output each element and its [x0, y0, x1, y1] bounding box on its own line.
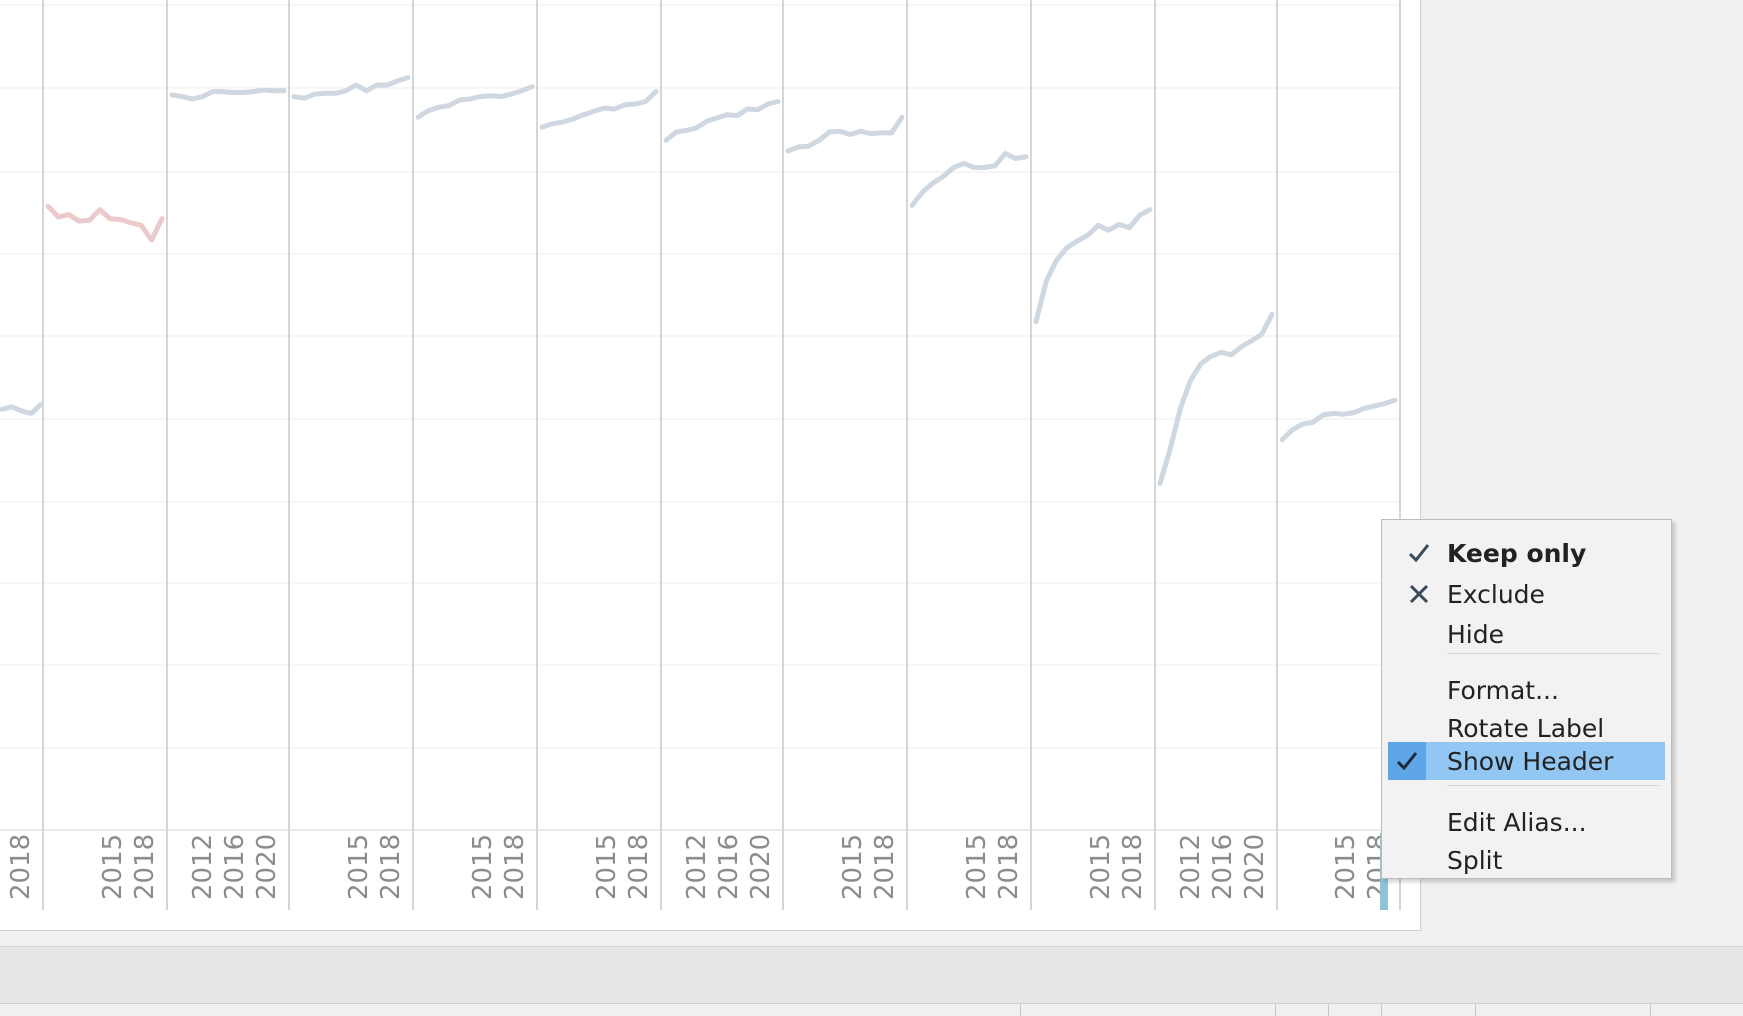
menu-item-keep-only[interactable]: Keep only	[1388, 534, 1665, 572]
menu-item-hide[interactable]: Hide	[1388, 615, 1665, 653]
x-tick-label: 2015	[468, 834, 498, 900]
x-tick-label: 2018	[130, 834, 160, 900]
x-tick-label: 2016	[220, 834, 250, 900]
x-tick-label: 2015	[592, 834, 622, 900]
sheet-tabs-bar[interactable]	[0, 946, 1743, 1004]
series-line	[169, 87, 287, 102]
menu-item-exclude[interactable]: Exclude	[1388, 575, 1665, 613]
x-tick-label: 2015	[838, 834, 868, 900]
menu-item-label: Edit Alias...	[1447, 808, 1587, 837]
menu-item-edit-alias[interactable]: Edit Alias...	[1388, 803, 1665, 841]
x-tick-label: 2020	[252, 834, 282, 900]
menu-separator	[1447, 785, 1659, 786]
x-tick-label: 2018	[376, 834, 406, 900]
context-menu: Keep only Exclude Hide Format... Rotate …	[1381, 519, 1672, 879]
menu-item-split[interactable]: Split	[1388, 841, 1665, 879]
x-tick-label: 2015	[1331, 834, 1361, 900]
menu-item-label: Format...	[1447, 676, 1559, 705]
check-highlight	[1388, 742, 1426, 780]
series-line	[415, 84, 535, 120]
menu-item-label: Hide	[1447, 620, 1504, 649]
x-tick-label: 2018	[994, 834, 1024, 900]
series-line	[1279, 397, 1398, 443]
x-tick-label: 2020	[1240, 834, 1270, 900]
x-icon	[1409, 584, 1429, 604]
x-tick-label: 2016	[1208, 834, 1238, 900]
x-tick-label: 2012	[682, 834, 712, 900]
chart-view[interactable]: 2018 2015 2018 2012 2016 2020 2015 2018 2015 2018…	[0, 0, 1421, 931]
check-icon	[1408, 544, 1430, 563]
x-tick-label: 2018	[624, 834, 654, 900]
status-segment	[1328, 1004, 1329, 1016]
series-line	[291, 75, 411, 101]
x-tick-label: 2020	[746, 834, 776, 900]
menu-item-label: Show Header	[1447, 747, 1614, 776]
menu-item-label: Keep only	[1447, 539, 1587, 568]
status-segment	[1381, 1004, 1382, 1016]
status-segment	[1020, 1004, 1021, 1016]
menu-item-show-header[interactable]: Show Header	[1388, 742, 1665, 780]
menu-item-label: Split	[1447, 846, 1503, 875]
status-bar	[0, 1003, 1743, 1016]
x-tick-label: 2016	[714, 834, 744, 900]
menu-separator	[1447, 653, 1659, 654]
check-icon	[1396, 752, 1418, 771]
series-line	[785, 114, 905, 154]
status-segment	[1475, 1004, 1476, 1016]
small-multiples-chart[interactable]: 2018 2015 2018 2012 2016 2020 2015 2018 2015 2018…	[0, 0, 1420, 930]
x-tick-label: 2015	[344, 834, 374, 900]
menu-item-label: Rotate Label	[1447, 714, 1605, 743]
series-line	[539, 89, 659, 130]
x-tick-label: 2015	[98, 834, 128, 900]
menu-item-format[interactable]: Format...	[1388, 671, 1665, 709]
x-tick-label: 2018	[6, 834, 36, 900]
menu-item-label: Exclude	[1447, 580, 1545, 609]
menu-item-rotate-label[interactable]: Rotate Label	[1388, 709, 1665, 747]
x-tick-label: 2015	[1086, 834, 1116, 900]
series-line	[45, 203, 165, 243]
series-line	[1033, 207, 1153, 325]
x-tick-label: 2018	[500, 834, 530, 900]
series-line	[663, 99, 781, 143]
x-tick-label: 2018	[870, 834, 900, 900]
status-segment	[1650, 1004, 1651, 1016]
series-line	[0, 401, 44, 416]
x-tick-label: 2015	[962, 834, 992, 900]
series-line	[909, 151, 1029, 208]
series-line	[1157, 311, 1275, 486]
x-tick-label: 2018	[1118, 834, 1148, 900]
x-tick-label: 2012	[1176, 834, 1206, 900]
x-tick-label: 2012	[188, 834, 218, 900]
status-segment	[1275, 1004, 1276, 1016]
